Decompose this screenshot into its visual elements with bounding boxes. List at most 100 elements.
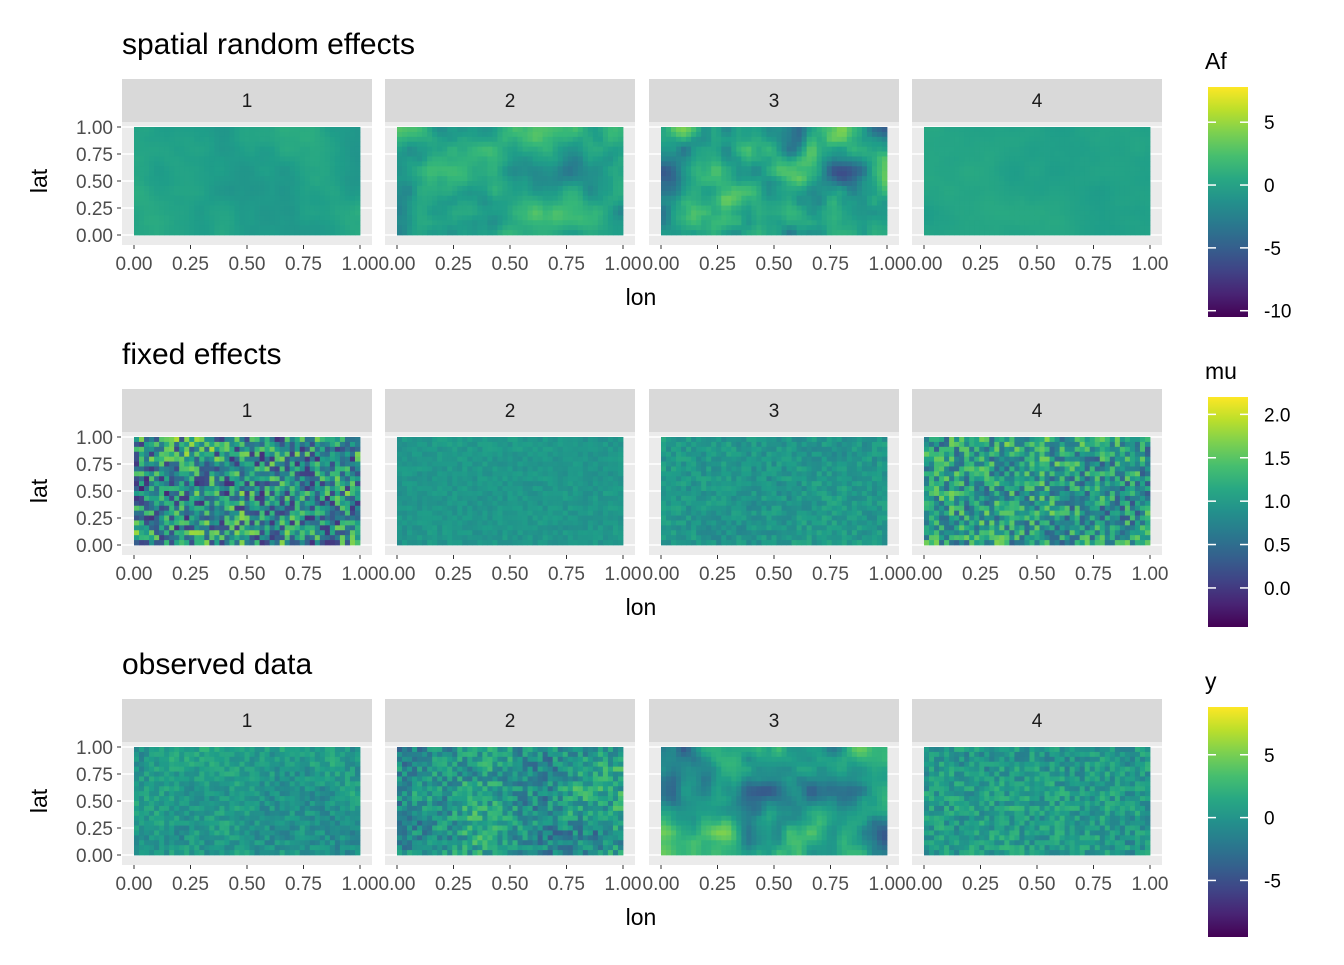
heat-cell <box>766 127 771 132</box>
heat-cell <box>558 220 563 225</box>
heat-cell <box>756 147 761 152</box>
heat-cell <box>802 147 807 152</box>
heat-cell <box>842 225 847 230</box>
heat-cell <box>598 142 603 147</box>
heat-cell <box>563 171 568 176</box>
heat-cell <box>159 516 164 521</box>
heat-cell <box>598 186 603 191</box>
heat-cell <box>787 191 792 196</box>
heat-cell <box>558 186 563 191</box>
heat-cell <box>159 481 164 486</box>
heat-cell <box>761 201 766 206</box>
heat-cell <box>169 147 174 152</box>
heat-cell <box>1120 147 1125 152</box>
heat-cell <box>681 225 686 230</box>
heat-cell <box>214 166 219 171</box>
heat-cell <box>149 201 154 206</box>
heat-cell <box>447 161 452 166</box>
heat-cell <box>929 210 934 215</box>
heat-cell <box>1100 166 1105 171</box>
heat-cell <box>452 127 457 132</box>
heat-cell <box>437 171 442 176</box>
heat-cell <box>528 196 533 201</box>
heat-cell <box>1115 132 1120 137</box>
heat-cell <box>1100 171 1105 176</box>
heat-cell <box>618 181 623 186</box>
heat-cell <box>502 161 507 166</box>
heat-cell <box>959 210 964 215</box>
heat-cell <box>676 225 681 230</box>
heat-cell <box>787 186 792 191</box>
heat-cell <box>492 127 497 132</box>
heat-cell <box>822 176 827 181</box>
heat-cell <box>149 142 154 147</box>
heat-cell <box>260 496 265 501</box>
heat-cell <box>194 230 199 235</box>
heat-cell <box>477 166 482 171</box>
heat-cell <box>817 196 822 201</box>
heat-cell <box>270 156 275 161</box>
heat-cell <box>852 156 857 161</box>
heat-cell <box>169 442 174 447</box>
heat-cell <box>134 161 139 166</box>
heat-cell <box>497 225 502 230</box>
heat-cell <box>583 220 588 225</box>
heat-cell <box>472 137 477 142</box>
heat-cell <box>199 520 204 525</box>
heat-cell <box>837 230 842 235</box>
heat-cell <box>427 220 432 225</box>
heat-cell <box>219 466 224 471</box>
heat-cell <box>847 210 852 215</box>
heat-cell <box>969 166 974 171</box>
heat-cell <box>275 176 280 181</box>
heat-cell <box>417 220 422 225</box>
heat-cell <box>194 152 199 157</box>
heat-cell <box>345 152 350 157</box>
heat-cell <box>260 466 265 471</box>
heat-cell <box>179 535 184 540</box>
heat-cell <box>1034 166 1039 171</box>
heat-cell <box>492 166 497 171</box>
heat-cell <box>164 147 169 152</box>
heat-cell <box>184 166 189 171</box>
heat-cell <box>681 156 686 161</box>
heat-cell <box>671 230 676 235</box>
heat-cell <box>954 127 959 132</box>
heat-cell <box>417 137 422 142</box>
heat-cell <box>134 206 139 211</box>
heat-cell <box>867 152 872 157</box>
heat-cell <box>1080 137 1085 142</box>
heat-cell <box>613 191 618 196</box>
heat-cell <box>964 210 969 215</box>
heat-cell <box>310 442 315 447</box>
heat-cell <box>671 210 676 215</box>
heat-cell <box>1095 181 1100 186</box>
heat-cell <box>862 147 867 152</box>
heat-cell <box>671 225 676 230</box>
heat-cell <box>761 210 766 215</box>
heat-cell <box>204 215 209 220</box>
heat-cell <box>867 191 872 196</box>
heat-cell <box>335 496 340 501</box>
heat-cell <box>1029 161 1034 166</box>
heat-cell <box>832 225 837 230</box>
heat-cell <box>199 210 204 215</box>
heat-cell <box>766 132 771 137</box>
heat-cell <box>149 535 154 540</box>
heat-cell <box>1115 225 1120 230</box>
heat-cell <box>224 206 229 211</box>
heat-cell <box>1014 137 1019 142</box>
heat-cell <box>477 181 482 186</box>
heat-cell <box>676 210 681 215</box>
heat-cell <box>994 176 999 181</box>
heat-cell <box>882 171 887 176</box>
heat-cell <box>285 201 290 206</box>
heat-cell <box>457 127 462 132</box>
heat-cell <box>613 206 618 211</box>
heat-cell <box>487 156 492 161</box>
heat-cell <box>563 161 568 166</box>
heat-cell <box>234 206 239 211</box>
heat-cell <box>852 152 857 157</box>
heat-cell <box>280 161 285 166</box>
heat-cell <box>335 156 340 161</box>
